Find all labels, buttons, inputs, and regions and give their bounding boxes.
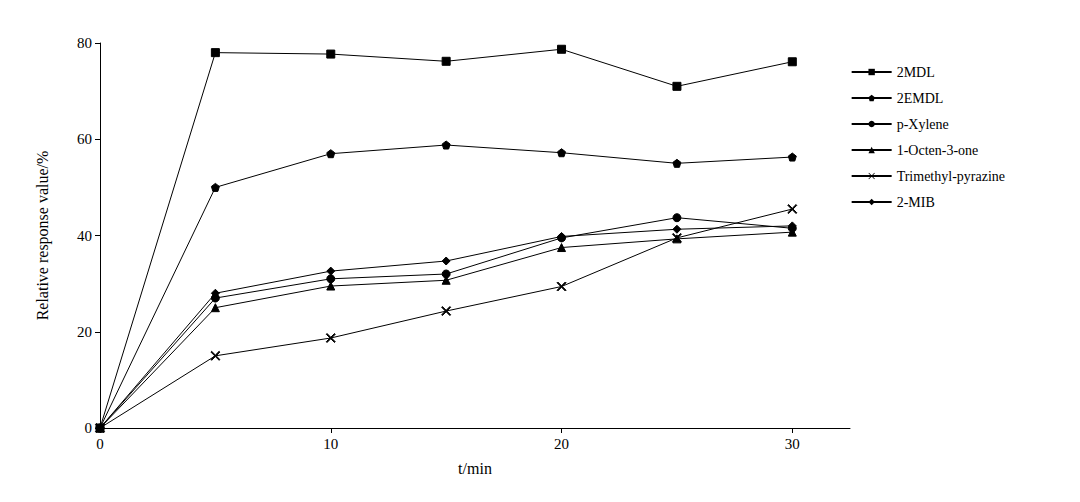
- svg-text:t/min: t/min: [458, 460, 492, 477]
- svg-text:30: 30: [785, 436, 800, 452]
- svg-text:2MDL: 2MDL: [897, 65, 935, 80]
- svg-text:2-MIB: 2-MIB: [897, 195, 935, 210]
- svg-text:20: 20: [554, 436, 569, 452]
- svg-text:1-Octen-3-one: 1-Octen-3-one: [897, 143, 979, 158]
- svg-text:Trimethyl-pyrazine: Trimethyl-pyrazine: [897, 169, 1005, 184]
- svg-text:80: 80: [77, 35, 92, 51]
- svg-text:Relative response value/%: Relative response value/%: [34, 151, 52, 321]
- svg-text:2EMDL: 2EMDL: [897, 91, 944, 106]
- svg-text:60: 60: [77, 131, 92, 147]
- svg-text:20: 20: [77, 324, 92, 340]
- svg-text:0: 0: [85, 420, 93, 436]
- svg-text:p-Xylene: p-Xylene: [897, 117, 949, 132]
- svg-text:40: 40: [77, 228, 92, 244]
- svg-text:10: 10: [323, 436, 338, 452]
- svg-text:0: 0: [96, 436, 104, 452]
